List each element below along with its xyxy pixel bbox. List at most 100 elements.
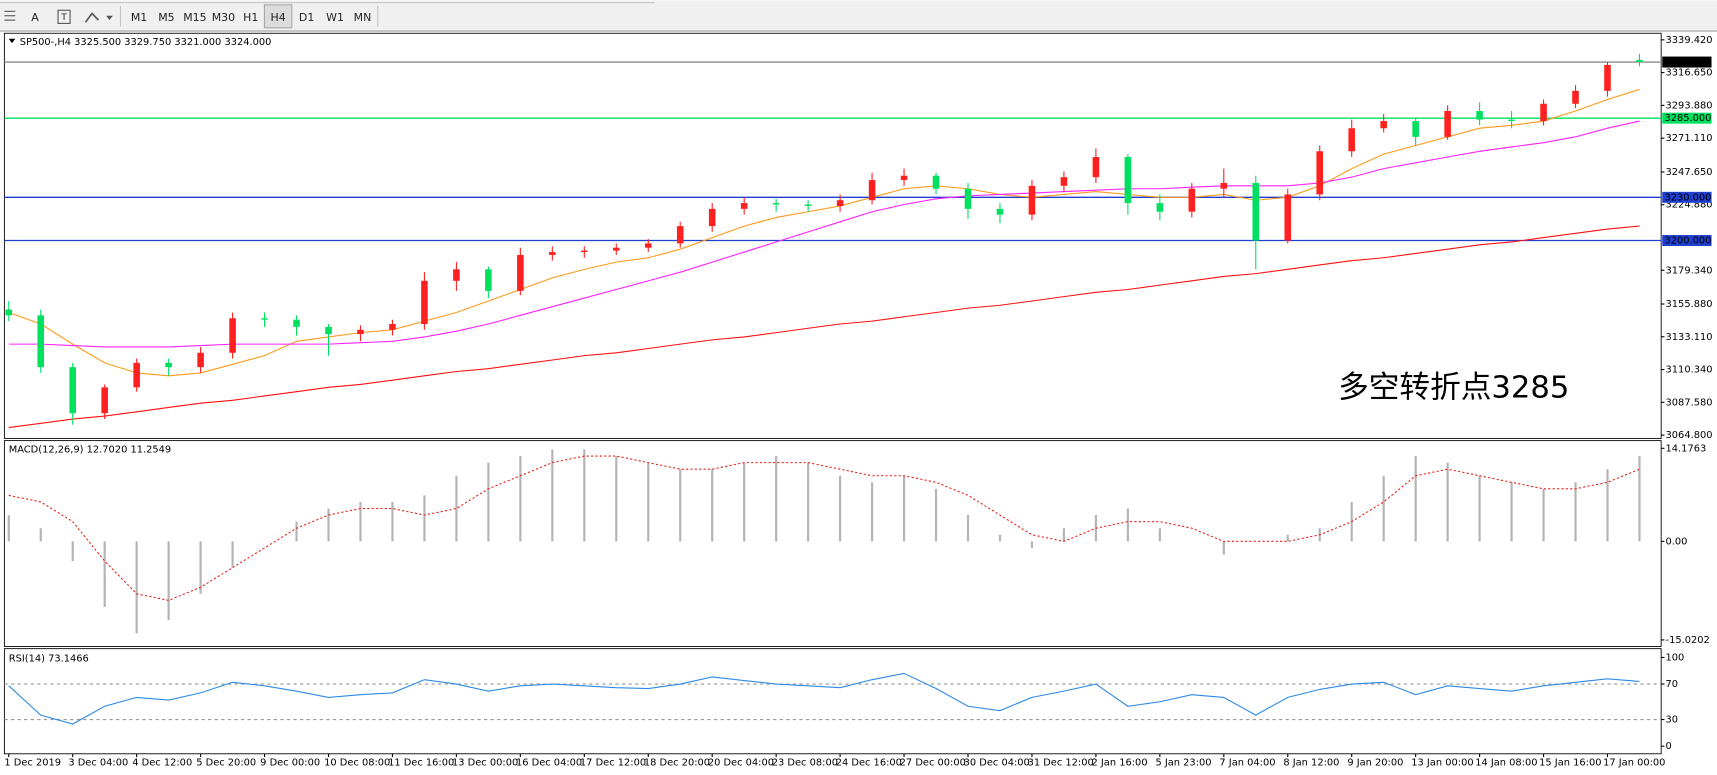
timeframe-button[interactable]: M5	[158, 11, 174, 24]
candle-body	[740, 203, 748, 209]
x-tick-label: 8 Jan 12:00	[1283, 758, 1339, 769]
x-tick-label: 9 Jan 20:00	[1347, 758, 1403, 769]
candle-body	[165, 362, 172, 368]
x-tick-label: 14 Jan 08:00	[1475, 758, 1537, 769]
price-title: SP500-,H4 3325.500 3329.750 3321.000 332…	[20, 37, 272, 48]
y-tick-label: 3110.340	[1666, 365, 1713, 376]
candle-body	[5, 309, 13, 316]
x-tick-label: 24 Dec 16:00	[836, 758, 902, 769]
y-tick-label: 14.1763	[1666, 443, 1707, 454]
candle-body	[357, 329, 364, 335]
timeframe-button[interactable]: M15	[183, 11, 206, 24]
candle-body	[1540, 103, 1547, 122]
price-panel	[3, 32, 1662, 439]
x-tick-label: 13 Jan 00:00	[1411, 758, 1473, 769]
y-tick-label: 30	[1666, 715, 1679, 726]
y-tick-label: 3293.880	[1666, 100, 1713, 111]
candle-body	[229, 318, 236, 353]
candle-body	[69, 367, 76, 414]
candle-body	[1316, 151, 1324, 195]
timeframe-button[interactable]: D1	[299, 11, 314, 24]
y-tick-label: 3133.110	[1666, 332, 1713, 343]
rsi-line	[8, 672, 1640, 725]
x-tick-label: 5 Jan 23:00	[1155, 758, 1211, 769]
timeframe-button[interactable]: M1	[131, 11, 147, 24]
candle-body	[996, 208, 1004, 215]
y-tick-label: 3316.650	[1666, 68, 1713, 79]
x-tick-label: 7 Jan 04:00	[1219, 758, 1275, 769]
shapes-tool[interactable]	[84, 12, 113, 23]
candle-body	[708, 208, 716, 227]
text-tool[interactable]: A	[31, 11, 39, 24]
candle-body	[1124, 157, 1132, 204]
timeframe-button[interactable]: M30	[212, 11, 235, 24]
candle-body	[676, 226, 684, 244]
candle-body	[1252, 182, 1260, 241]
collapse-arrow	[8, 38, 16, 44]
x-tick-label: 3 Dec 04:00	[68, 758, 128, 769]
candle-body	[1572, 90, 1579, 104]
annotation: 多空转折点3285	[1338, 371, 1569, 406]
candle-body	[1092, 157, 1100, 178]
timeframe-button[interactable]: MN	[354, 11, 372, 24]
x-tick-label: 11 Dec 16:00	[388, 758, 454, 769]
candle-body	[772, 203, 780, 205]
macd-signal	[8, 455, 1640, 601]
y-tick-label: -15.0202	[1666, 635, 1710, 646]
timeframe-button[interactable]: H4	[271, 11, 286, 24]
y-tick-label: 3155.880	[1666, 299, 1713, 310]
candle-body	[644, 243, 652, 248]
candle-body	[900, 175, 908, 181]
price-label: 3285.000	[1664, 113, 1711, 124]
y-tick-label: 3224.880	[1666, 200, 1713, 211]
candle-body	[964, 188, 972, 209]
x-tick-label: 30 Dec 04:00	[964, 758, 1030, 769]
rsi-title: RSI(14) 73.1466	[9, 654, 89, 665]
y-tick-label: 3087.580	[1666, 397, 1713, 408]
candle-body	[421, 280, 428, 324]
candle-body	[37, 315, 45, 368]
x-tick-label: 1 Dec 2019	[4, 758, 61, 769]
timeframe-button[interactable]: H1	[243, 11, 258, 24]
candle-body	[197, 352, 204, 368]
x-tick-label: 31 Dec 12:00	[1028, 758, 1094, 769]
price-label: 3200.000	[1664, 236, 1711, 247]
rsi-panel	[3, 648, 1662, 755]
y-tick-label: 0	[1666, 741, 1672, 752]
price-label-box	[1662, 191, 1712, 203]
price-label-box	[1662, 112, 1712, 124]
candle-body	[1060, 177, 1068, 186]
candle-body	[325, 326, 332, 335]
candle-body	[1636, 59, 1643, 63]
macd-title: MACD(12,26,9) 12.7020 11.2549	[9, 444, 171, 455]
toolbar: A T M1 M5 M15 M30 H1 H4 D1 W1 MN	[0, 0, 1717, 32]
candle-body	[1188, 188, 1196, 212]
candle-body	[932, 175, 940, 189]
x-tick-label: 17 Jan 00:00	[1603, 758, 1665, 769]
candle-body	[453, 269, 460, 281]
timeframe-button[interactable]: W1	[326, 11, 344, 24]
x-tick-label: 10 Dec 08:00	[324, 758, 390, 769]
svg-text:T: T	[60, 13, 67, 23]
label-tool[interactable]: T	[57, 9, 71, 24]
y-tick-label: 3179.340	[1666, 265, 1713, 276]
candle-body	[1028, 185, 1036, 215]
x-tick-label: 9 Dec 00:00	[260, 758, 320, 769]
price-label: 3230.000	[1664, 192, 1711, 203]
candle-body	[1444, 110, 1451, 137]
candle-body	[1284, 194, 1292, 241]
candle-body	[868, 180, 876, 201]
price-label-box	[1662, 56, 1712, 68]
x-tick-label: 18 Dec 20:00	[644, 758, 710, 769]
menu-icon[interactable]	[4, 10, 16, 21]
y-tick-label: 3064.800	[1666, 430, 1713, 441]
y-tick-label: 0.00	[1666, 536, 1688, 547]
y-tick-label: 3339.420	[1666, 35, 1713, 46]
x-tick-label: 16 Dec 04:00	[516, 758, 582, 769]
x-tick-label: 13 Dec 00:00	[452, 758, 518, 769]
x-tick-label: 17 Dec 12:00	[580, 758, 646, 769]
candle-body	[485, 269, 492, 291]
active-timeframe	[263, 4, 293, 29]
